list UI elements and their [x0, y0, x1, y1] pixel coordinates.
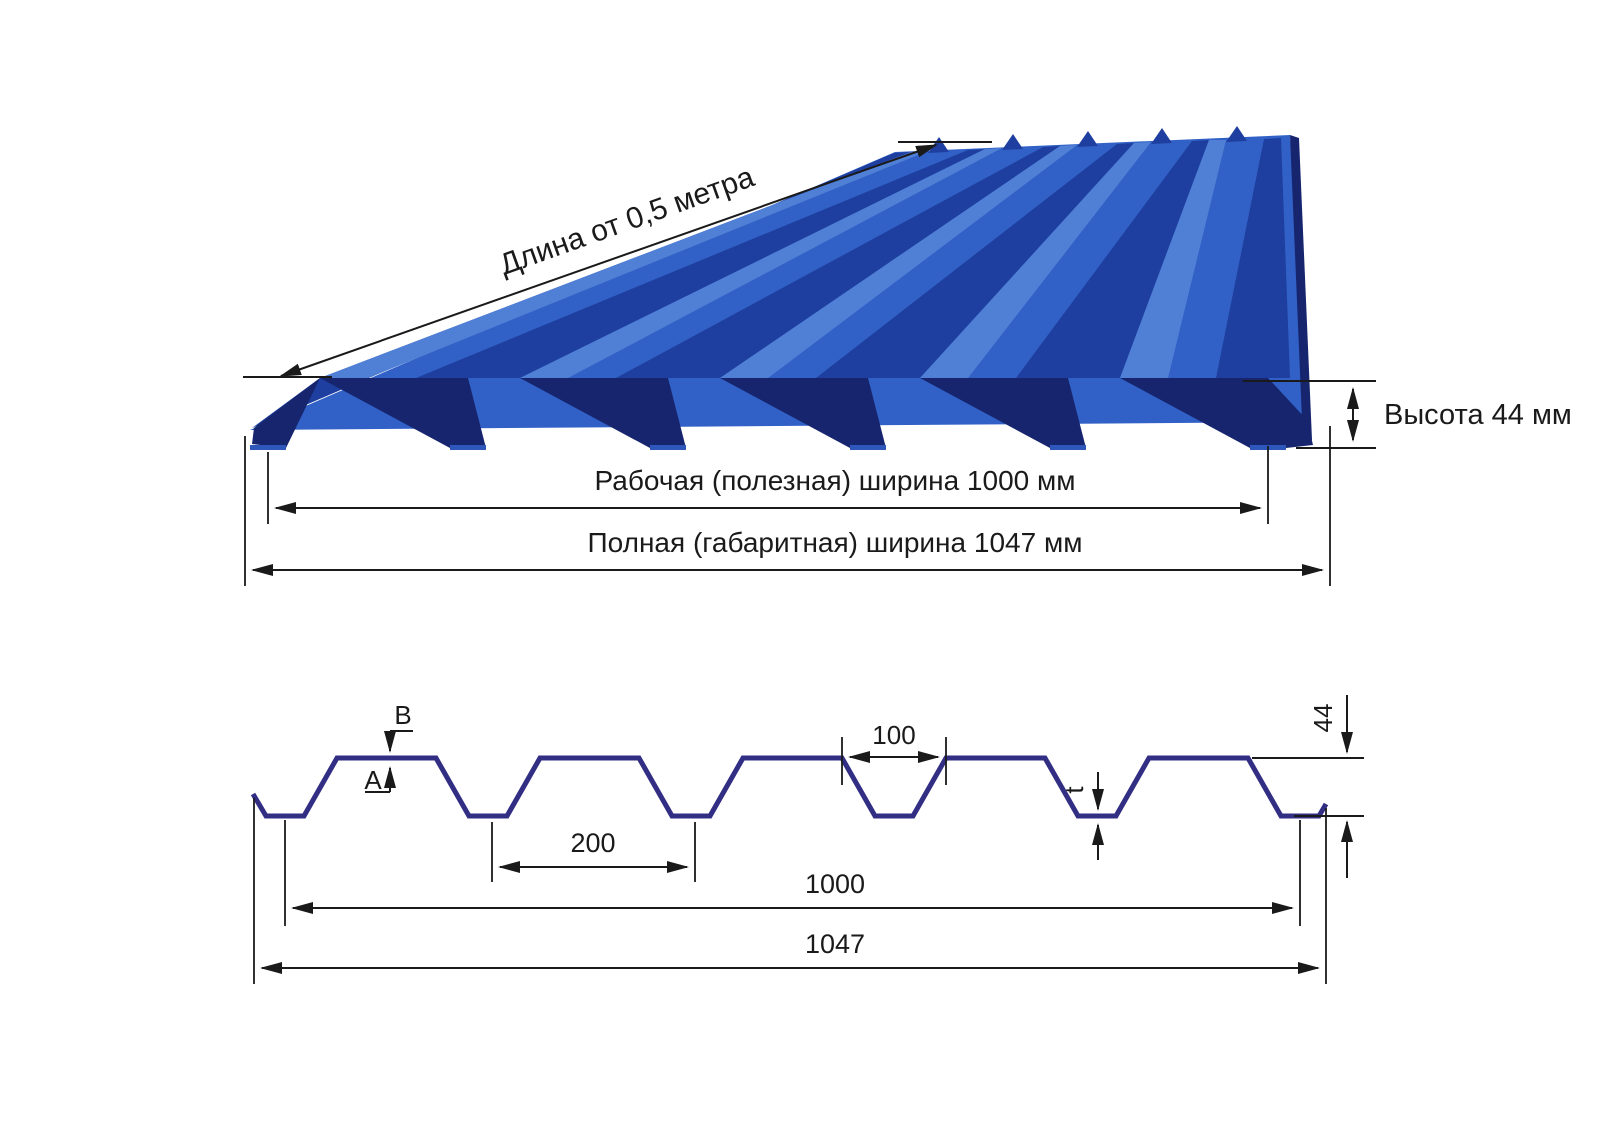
label-b-text: B — [394, 700, 411, 730]
height-dimension: Высота 44 мм — [1243, 380, 1572, 449]
sheet-3d — [250, 126, 1313, 450]
dim-1047: 1047 — [253, 798, 1327, 984]
dim-44-text: 44 — [1308, 704, 1338, 733]
label-a: A — [364, 765, 396, 795]
height-label: Высота 44 мм — [1384, 399, 1572, 431]
dim-1000: 1000 — [284, 820, 1301, 926]
dim-1000-text: 1000 — [805, 869, 865, 899]
dim-100-text: 100 — [872, 720, 915, 750]
label-a-text: A — [364, 765, 382, 795]
sheet-back-ridges — [928, 126, 1247, 153]
working-width-dimension: Рабочая (полезная) ширина 1000 мм — [267, 446, 1269, 524]
length-arrow — [279, 144, 938, 377]
overall-width-label: Полная (габаритная) ширина 1047 мм — [588, 527, 1083, 558]
dim-200: 200 — [491, 822, 696, 882]
sheet-valley-edges — [250, 445, 1286, 450]
label-b: B — [384, 700, 413, 753]
dim-100: 100 — [841, 720, 947, 785]
dim-t-text: t — [1059, 786, 1089, 794]
dim-t: t — [1059, 772, 1104, 860]
dim-44: 44 — [1252, 695, 1364, 878]
overall-width-dimension: Полная (габаритная) ширина 1047 мм — [244, 426, 1331, 586]
dim-1047-text: 1047 — [805, 929, 865, 959]
sheet-right-edge — [1290, 135, 1312, 444]
dim-200-text: 200 — [570, 828, 615, 858]
sheet-front-openings — [252, 378, 1313, 448]
working-width-label: Рабочая (полезная) ширина 1000 мм — [595, 465, 1076, 496]
cross-section-profile — [250, 755, 1329, 819]
